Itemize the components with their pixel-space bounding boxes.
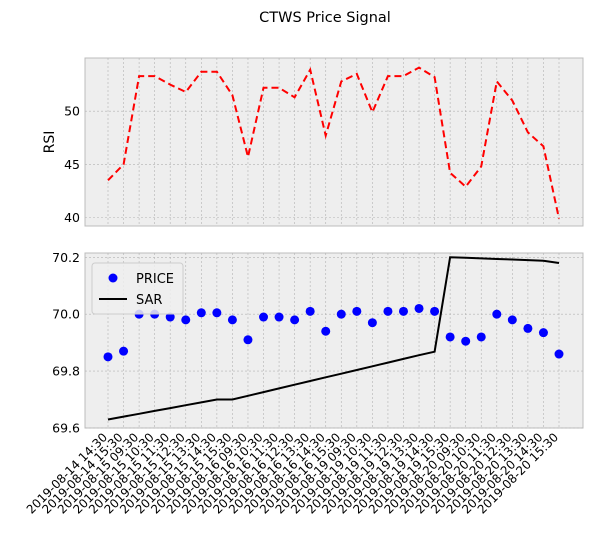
price-point — [430, 306, 440, 316]
price-panel: 69.6 69.8 70.0 70.2 PRICE SAR — [52, 250, 584, 436]
price-point — [507, 315, 517, 325]
y-tick-label: 40 — [64, 210, 80, 225]
rsi-y-axis-label: RSI — [42, 131, 58, 154]
price-point — [367, 318, 377, 328]
legend-label-price: PRICE — [136, 272, 174, 287]
price-point — [103, 352, 113, 362]
price-point — [196, 308, 206, 318]
price-point — [461, 336, 471, 346]
price-point — [336, 309, 346, 319]
rsi-panel: 40 45 50 RSI — [42, 57, 584, 227]
price-point — [414, 303, 424, 313]
price-point — [181, 315, 191, 325]
price-y-ticks: 69.6 69.8 70.0 70.2 — [52, 250, 80, 436]
price-point — [259, 312, 269, 322]
price-series-group — [103, 256, 564, 421]
rsi-gridlines — [85, 58, 583, 226]
rsi-y-ticks: 40 45 50 — [64, 104, 80, 225]
y-tick-label: 70.0 — [52, 307, 80, 322]
price-point — [445, 332, 455, 342]
price-point — [383, 306, 393, 316]
price-point — [492, 309, 502, 319]
price-point — [290, 315, 300, 325]
rsi-series-group — [107, 66, 560, 219]
legend-label-sar: SAR — [136, 293, 162, 308]
price-point — [243, 335, 253, 345]
rsi-line — [107, 66, 560, 219]
price-point — [119, 346, 129, 356]
y-tick-label: 45 — [64, 157, 80, 172]
rsi-plot-area — [84, 57, 584, 227]
price-point — [212, 308, 222, 318]
price-point — [476, 332, 486, 342]
price-point — [554, 349, 564, 359]
price-point — [538, 328, 548, 338]
y-tick-label: 69.8 — [52, 364, 80, 379]
price-point — [321, 326, 331, 336]
y-tick-label: 70.2 — [52, 250, 80, 265]
price-point — [227, 315, 237, 325]
price-point — [352, 306, 362, 316]
chart-title: CTWS Price Signal — [259, 10, 391, 26]
sar-line — [107, 256, 560, 421]
price-point — [165, 312, 175, 322]
legend: PRICE SAR — [91, 262, 184, 315]
legend-marker-price — [108, 273, 118, 283]
y-tick-label: 50 — [64, 104, 80, 119]
price-point — [398, 306, 408, 316]
price-point — [305, 306, 315, 316]
y-tick-label: 69.6 — [52, 421, 80, 436]
price-point — [523, 323, 533, 333]
price-point — [274, 312, 284, 322]
